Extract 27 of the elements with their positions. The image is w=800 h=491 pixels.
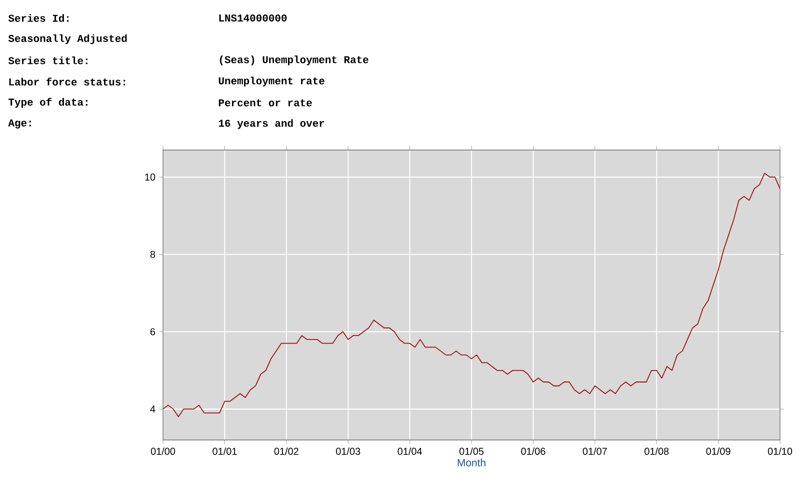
text: LNS14000000 (219, 14, 287, 22)
text: Seasonally Adjusted (8, 34, 127, 44)
x-tick-label: 01/03 (336, 448, 360, 455)
text: Type of data: (8, 98, 88, 108)
x-tick-label: 01/08 (644, 448, 669, 455)
text: Age: (8, 119, 31, 129)
y-tick-label: 8 (150, 250, 156, 258)
text: Labor force status: (9, 78, 126, 86)
text: Percent or rate (218, 99, 312, 106)
x-tick-label: 01/04 (398, 448, 422, 455)
x-tick-label: 01/10 (768, 448, 792, 455)
y-tick-label: 6 (150, 328, 156, 336)
x-tick-label: 01/01 (212, 448, 237, 455)
x-tick-label: 01/05 (459, 448, 484, 455)
x-tick-label: 01/00 (150, 448, 176, 455)
text: Unemployment rate (218, 76, 324, 86)
x-axis-title: Month (458, 458, 486, 466)
x-tick-label: 01/06 (521, 448, 546, 455)
x-tick-label: 01/07 (582, 448, 607, 455)
x-tick-label: 01/02 (274, 448, 298, 455)
text: Series title: (8, 56, 88, 64)
text: (Seas) Unemployment Rate (220, 56, 368, 66)
x-tick-label: 01/09 (706, 448, 730, 455)
text: Series Id: (8, 14, 69, 22)
y-tick-label: 10 (145, 174, 156, 181)
text: 16 years and over (218, 119, 324, 129)
y-tick-label: 4 (150, 406, 156, 412)
